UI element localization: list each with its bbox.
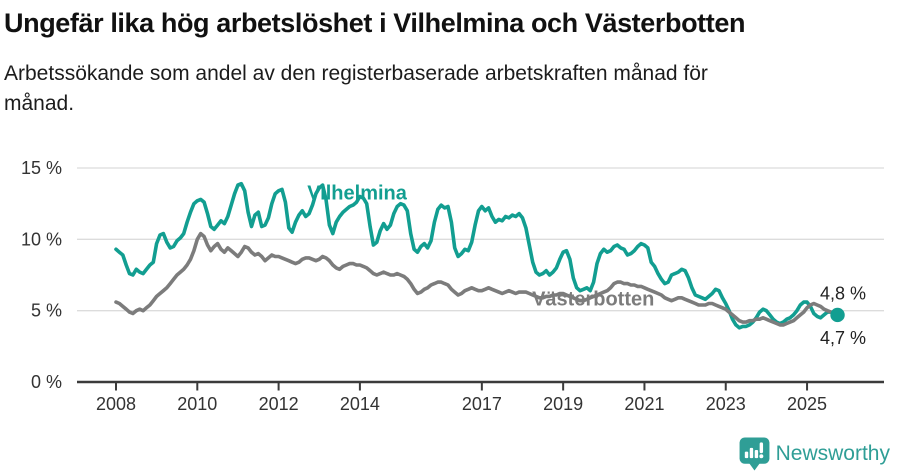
x-tick-label: 2017 — [462, 394, 502, 414]
end-dot-vilhelmina — [830, 307, 845, 323]
newsworthy-logo-text: Newsworthy — [775, 442, 890, 465]
x-tick-label: 2023 — [706, 394, 746, 414]
y-tick-label: 5 % — [31, 301, 62, 321]
chart-area: 2008 2010 2012 2014 2017 2019 2021 2023 2025 0 % 5… — [0, 150, 900, 430]
x-tick-label: 2012 — [259, 394, 299, 414]
end-value-label-vsterbotten: 4,8 % — [820, 284, 866, 304]
x-tick-label: 2014 — [340, 394, 380, 414]
x-tick-label: 2021 — [624, 394, 664, 414]
chart-subtitle: Arbetssökande som andel av den registerb… — [4, 62, 708, 115]
series-label-vsterbotten: Västerbotten — [532, 289, 654, 311]
chart-header: Ungefär lika hög arbetslöshet i Vilhelmi… — [0, 0, 900, 119]
series-label-vilhelmina: Vilhelmina — [307, 182, 408, 204]
line-vilhelmina — [114, 181, 840, 330]
x-tick-label: 2019 — [543, 394, 583, 414]
line-vsterbotten — [114, 231, 840, 327]
page-title: Ungefär lika hög arbetslöshet i Vilhelmi… — [4, 8, 746, 38]
y-tick-label: 15 % — [21, 158, 62, 178]
x-tick-label: 2010 — [177, 394, 217, 414]
end-value-label-vilhelmina: 4,7 % — [820, 328, 866, 348]
line-chart: 2008 2010 2012 2014 2017 2019 2021 2023 2025 0 % 5… — [21, 158, 884, 414]
x-tick-label: 2008 — [96, 394, 136, 414]
newsworthy-logo[interactable]: Newsworthy — [739, 437, 890, 471]
y-tick-label: 0 % — [31, 372, 62, 392]
y-tick-label: 10 % — [21, 229, 62, 249]
newsworthy-logo-icon — [739, 437, 770, 471]
x-tick-label: 2025 — [787, 394, 827, 414]
